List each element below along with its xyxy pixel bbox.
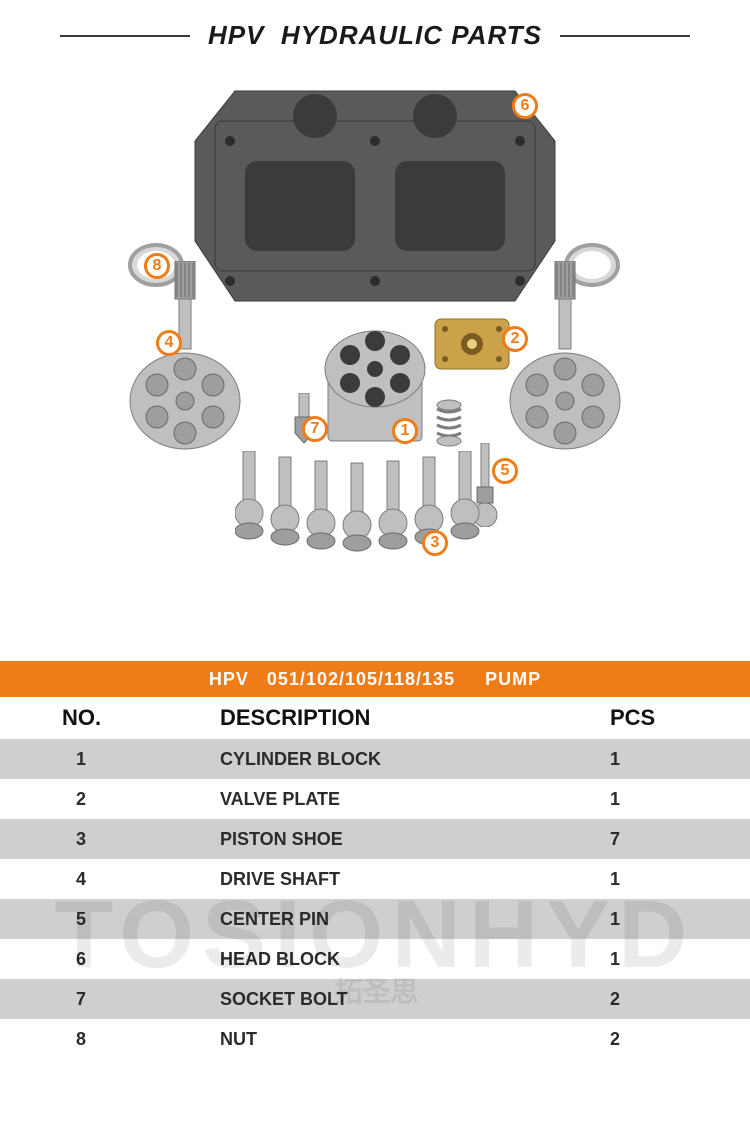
callout-marker-5: 5: [492, 458, 518, 484]
cell-no: 1: [0, 749, 220, 770]
callout-marker-6: 6: [512, 93, 538, 119]
table-row: 4DRIVE SHAFT1: [0, 859, 750, 899]
cell-pcs: 2: [590, 1029, 750, 1050]
table-header: NO. DESCRIPTION PCS: [0, 697, 750, 739]
cell-pcs: 1: [590, 789, 750, 810]
table-body: 1CYLINDER BLOCK12VALVE PLATE13PISTON SHO…: [0, 739, 750, 1059]
part-piston-shoes: [235, 451, 505, 561]
col-header-pcs: PCS: [590, 705, 750, 731]
cell-desc: DRIVE SHAFT: [220, 869, 590, 890]
parts-diagram: 6 8 2 4 1 7 5 3: [95, 81, 655, 601]
callout-marker-2: 2: [502, 326, 528, 352]
callout-marker-7: 7: [302, 416, 328, 442]
cell-pcs: 2: [590, 989, 750, 1010]
page-title: HPV HYDRAULIC PARTS: [208, 20, 542, 51]
part-drive-shaft-right: [505, 261, 625, 461]
table-row: 2VALVE PLATE1: [0, 779, 750, 819]
cell-no: 6: [0, 949, 220, 970]
callout-marker-3: 3: [422, 530, 448, 556]
cell-no: 7: [0, 989, 220, 1010]
title-rule-left: [60, 35, 190, 37]
cell-pcs: 1: [590, 869, 750, 890]
callout-marker-1: 1: [392, 418, 418, 444]
cell-desc: SOCKET BOLT: [220, 989, 590, 1010]
col-header-desc: DESCRIPTION: [220, 705, 590, 731]
part-spring: [435, 399, 463, 447]
cell-no: 2: [0, 789, 220, 810]
part-drive-shaft-left: [125, 261, 245, 461]
table-row: 3PISTON SHOE7: [0, 819, 750, 859]
cell-desc: PISTON SHOE: [220, 829, 590, 850]
callout-marker-8: 8: [144, 253, 170, 279]
cell-desc: VALVE PLATE: [220, 789, 590, 810]
cell-no: 5: [0, 909, 220, 930]
cell-desc: NUT: [220, 1029, 590, 1050]
cell-desc: CYLINDER BLOCK: [220, 749, 590, 770]
title-rule-right: [560, 35, 690, 37]
cell-no: 8: [0, 1029, 220, 1050]
cell-desc: HEAD BLOCK: [220, 949, 590, 970]
table-row: 1CYLINDER BLOCK1: [0, 739, 750, 779]
title-bar: HPV HYDRAULIC PARTS: [0, 0, 750, 51]
table-row: 5CENTER PIN1: [0, 899, 750, 939]
cell-desc: CENTER PIN: [220, 909, 590, 930]
cell-pcs: 1: [590, 949, 750, 970]
cell-no: 4: [0, 869, 220, 890]
table-row: 8NUT2: [0, 1019, 750, 1059]
cell-pcs: 1: [590, 749, 750, 770]
cell-pcs: 7: [590, 829, 750, 850]
table-row: 6HEAD BLOCK1: [0, 939, 750, 979]
part-valve-plate: [433, 311, 511, 375]
cell-no: 3: [0, 829, 220, 850]
cell-pcs: 1: [590, 909, 750, 930]
col-header-no: NO.: [0, 705, 220, 731]
callout-marker-4: 4: [156, 330, 182, 356]
subtitle-bar: HPV 051/102/105/118/135 PUMP: [0, 661, 750, 697]
table-row: 7SOCKET BOLT2: [0, 979, 750, 1019]
